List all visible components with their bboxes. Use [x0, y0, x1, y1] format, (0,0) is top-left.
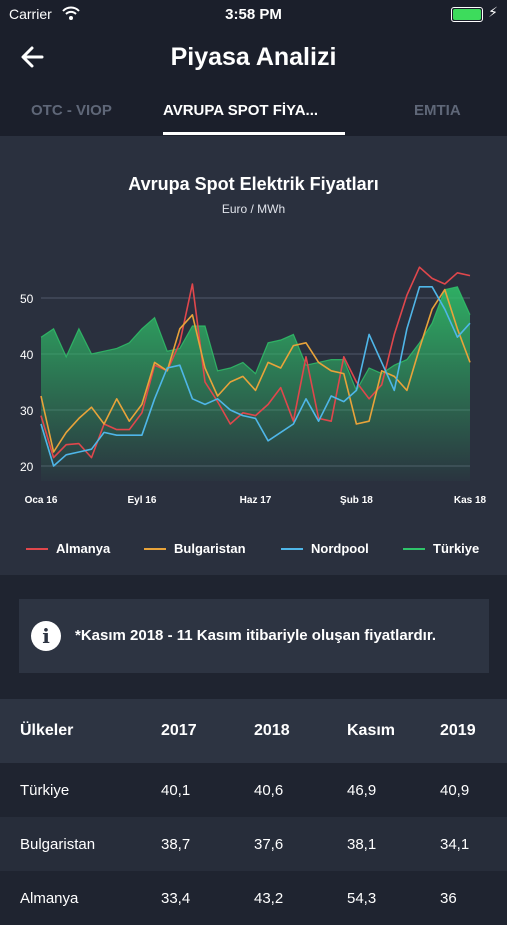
cell-value: 38,1: [347, 835, 377, 853]
cell-value: 37,6: [254, 835, 284, 853]
legend-label: Nordpool: [311, 541, 369, 556]
wifi-icon: [62, 6, 80, 25]
info-text: *Kasım 2018 - 11 Kasım itibariyle oluşan…: [75, 627, 437, 644]
x-tick-label: Eyl 16: [127, 495, 156, 506]
tab-emtia[interactable]: EMTIA: [414, 102, 461, 119]
chart-panel: 20 30 40 50 Oca 16 Eyl 16 Haz 17 Şub 18 Kas 18 A…: [0, 136, 507, 575]
series-area-edge-türkiye: [40, 286, 471, 392]
cell-value: 54,3: [347, 889, 377, 907]
legend-item-bulgaristan: Bulgaristan: [144, 541, 246, 556]
header-cell-kasim: Kasım: [347, 722, 396, 739]
x-tick-label: Oca 16: [25, 495, 58, 506]
cell-country: Bulgaristan: [20, 835, 96, 853]
chart-subtitle: Euro / MWh: [221, 202, 286, 216]
legend-label: Almanya: [56, 541, 111, 556]
cell-value: 43,2: [254, 889, 284, 907]
price-table: Ülkeler 2017 2018 Kasım 2019 Türkiye 40,…: [0, 699, 507, 925]
cell-country: Türkiye: [20, 781, 70, 799]
active-tab-indicator: [163, 132, 345, 135]
info-icon: i: [31, 621, 61, 651]
series-line-nordpool: [40, 286, 471, 467]
carrier-label: Carrier: [9, 6, 52, 22]
series-area-türkiye: [41, 286, 470, 481]
x-tick-label: Haz 17: [240, 495, 272, 506]
cell-value: 40,9: [440, 781, 470, 799]
table-row: Bulgaristan 38,7 37,6 38,1 34,1: [0, 817, 507, 871]
table-row: Almanya 33,4 43,2 54,3 36: [0, 871, 507, 925]
cell-value: 40,6: [254, 781, 284, 799]
page-title: Piyasa Analizi: [170, 43, 337, 71]
price-line-chart: 20 30 40 50 Oca 16 Eyl 16 Haz 17 Şub 18 Kas 18: [20, 266, 487, 506]
cell-value: 36: [440, 889, 457, 907]
battery-icon: [451, 7, 483, 22]
y-tick-label: 40: [20, 348, 34, 362]
tab-otc-viop[interactable]: OTC - VIOP: [31, 102, 112, 119]
legend-swatch: [144, 547, 166, 550]
chart-legend: Almanya Bulgaristan Nordpool Türkiye: [0, 541, 507, 561]
legend-label: Bulgaristan: [174, 541, 246, 556]
navigation-bar: Piyasa Analizi: [0, 28, 507, 88]
cell-value: 34,1: [440, 835, 470, 853]
cell-value: 40,1: [161, 781, 191, 799]
legend-item-almanya: Almanya: [26, 541, 110, 556]
legend-swatch: [281, 547, 303, 550]
info-banner: i *Kasım 2018 - 11 Kasım itibariyle oluş…: [19, 599, 489, 673]
chart-title: Avrupa Spot Elektrik Fiyatları: [128, 174, 379, 194]
cell-value: 33,4: [161, 889, 191, 907]
header-cell-2019: 2019: [440, 722, 476, 739]
info-section: i *Kasım 2018 - 11 Kasım itibariyle oluş…: [0, 575, 507, 699]
x-tick-label: Kas 18: [454, 495, 487, 506]
y-tick-label: 50: [20, 292, 34, 306]
table-row: Türkiye 40,1 40,6 46,9 40,9: [0, 763, 507, 817]
back-arrow-icon[interactable]: [20, 42, 46, 72]
tab-bar: OTC - VIOP AVRUPA SPOT FİYA... EMTIA: [0, 88, 507, 136]
legend-swatch: [403, 547, 425, 550]
legend-item-turkiye: Türkiye: [403, 541, 479, 556]
x-tick-label: Şub 18: [340, 495, 373, 506]
header-cell-2018: 2018: [254, 722, 290, 739]
tab-avrupa-spot[interactable]: AVRUPA SPOT FİYA...: [163, 102, 319, 119]
table-header-row: Ülkeler 2017 2018 Kasım 2019: [0, 699, 507, 763]
series-line-bulgaristan: [40, 288, 471, 453]
status-bar: Carrier 3:58 PM ⚡: [0, 0, 507, 28]
header-cell-2017: 2017: [161, 722, 197, 739]
y-tick-label: 20: [20, 460, 34, 474]
series-line-almanya: [40, 266, 471, 459]
charging-bolt-icon: ⚡: [488, 4, 498, 20]
cell-country: Almanya: [20, 889, 79, 907]
header-cell-countries: Ülkeler: [20, 722, 74, 739]
y-tick-label: 30: [20, 404, 34, 418]
cell-value: 46,9: [347, 781, 377, 799]
legend-swatch: [26, 547, 48, 550]
legend-item-nordpool: Nordpool: [281, 541, 369, 556]
clock: 3:58 PM: [225, 6, 282, 23]
cell-value: 38,7: [161, 835, 191, 853]
legend-label: Türkiye: [433, 541, 480, 556]
